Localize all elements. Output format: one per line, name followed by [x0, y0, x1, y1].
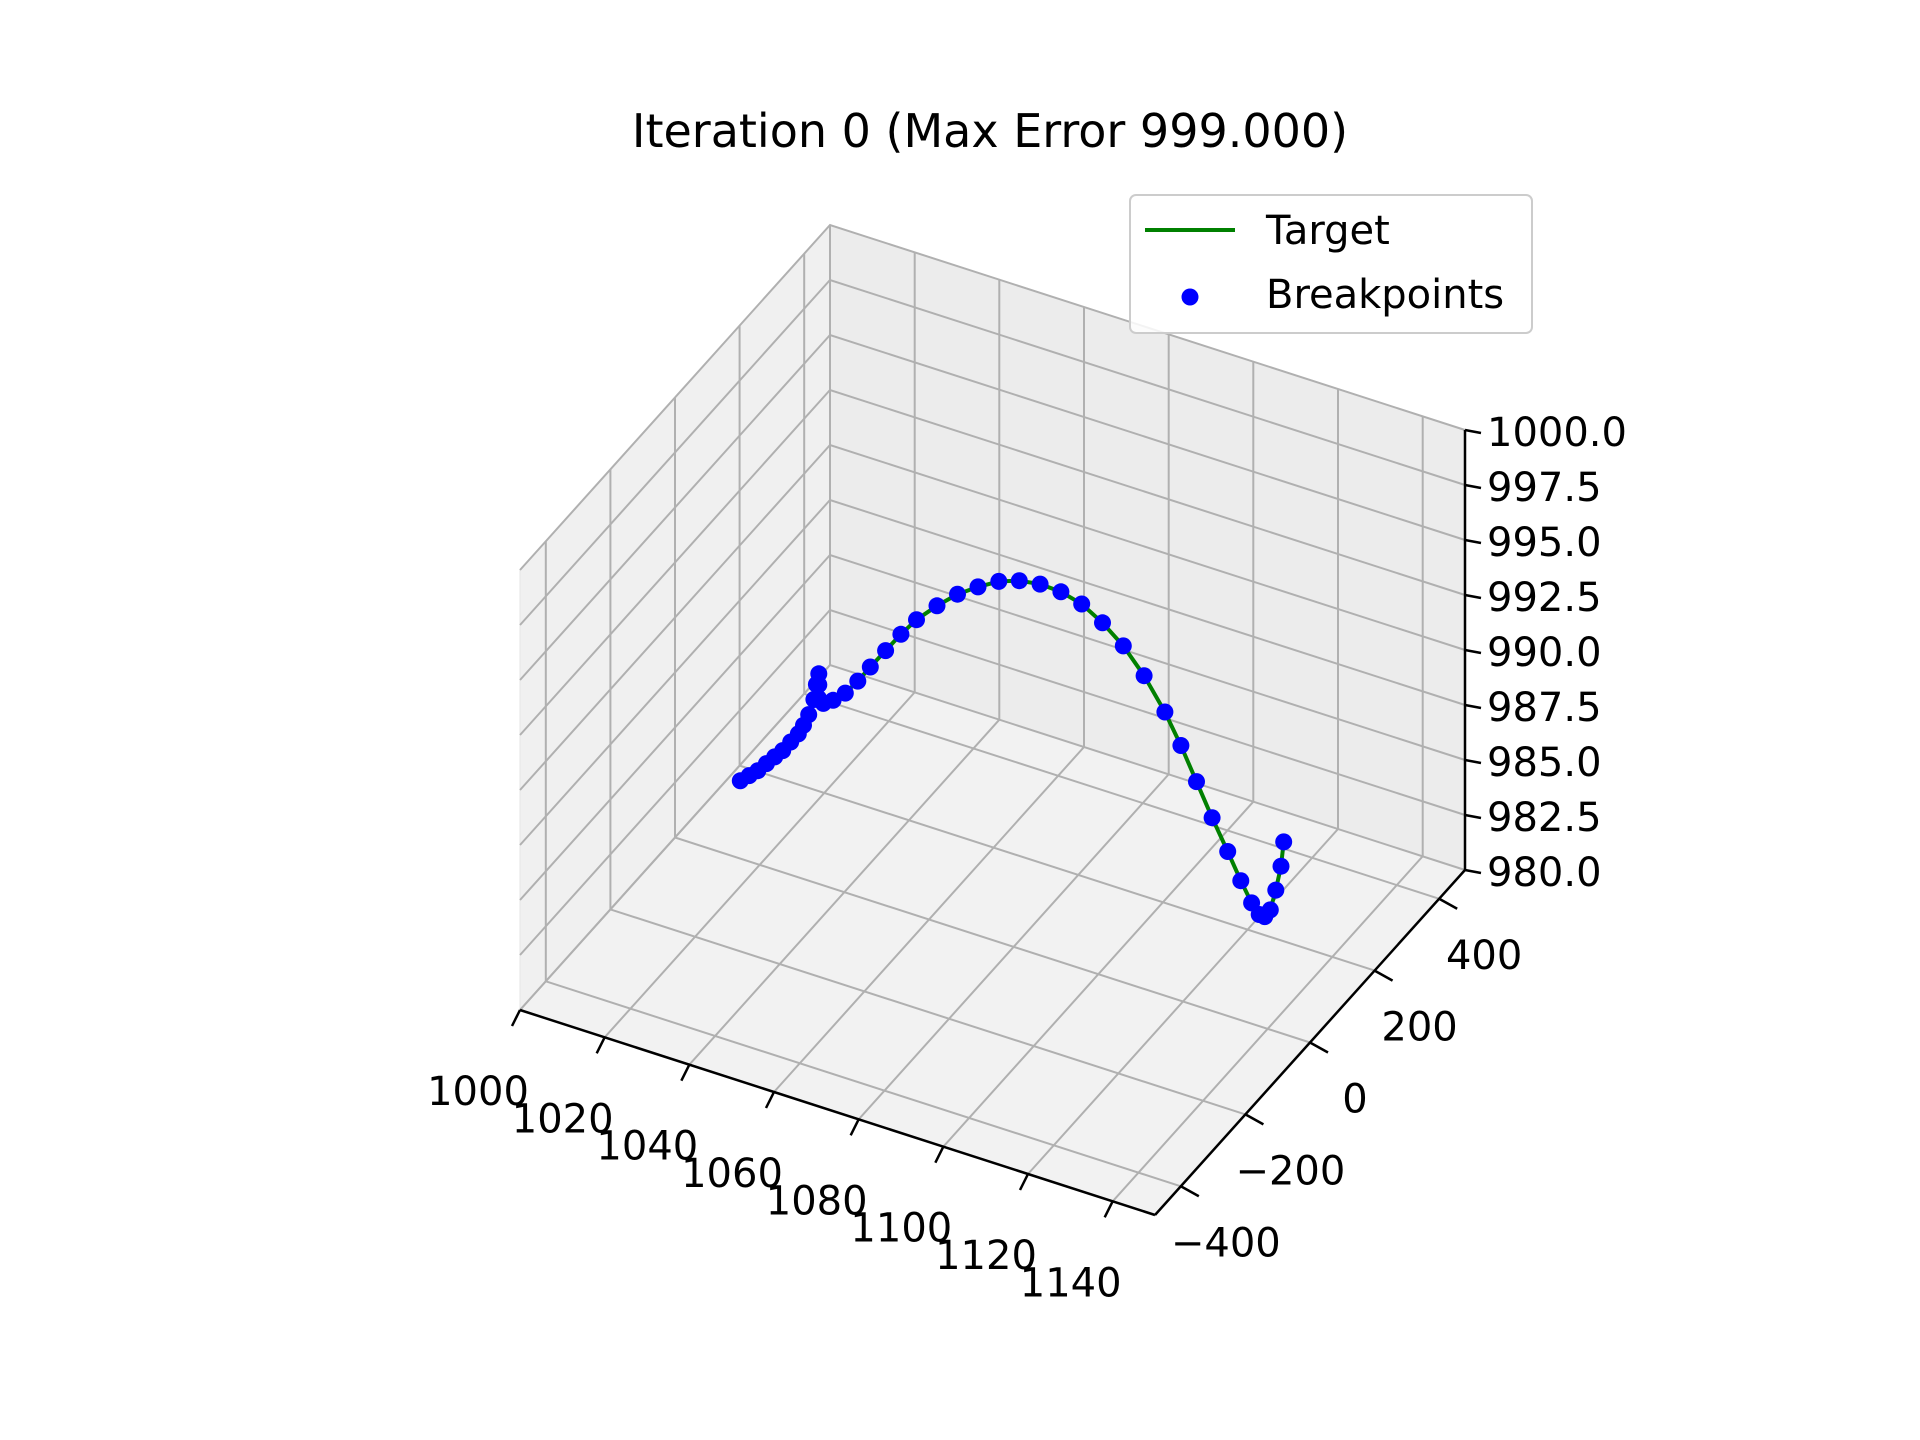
x-tick-label: 1140 — [1020, 1260, 1122, 1306]
breakpoint-marker — [1135, 667, 1153, 685]
y-tick-mark — [1309, 1041, 1329, 1054]
z-tick-label: 982.5 — [1487, 795, 1602, 841]
z-tick-label: 992.5 — [1487, 575, 1602, 621]
x-tick-label: 1100 — [850, 1206, 952, 1252]
z-tick-label: 980.0 — [1487, 850, 1602, 896]
breakpoint-marker — [892, 625, 910, 643]
breakpoint-marker — [928, 597, 946, 615]
breakpoint-marker — [969, 578, 987, 596]
grid-line-z — [519, 223, 1466, 571]
x-tick-label: 1000 — [427, 1069, 529, 1115]
breakpoint-marker — [1267, 881, 1285, 899]
breakpoint-marker — [949, 585, 966, 603]
axis-panes — [519, 223, 1466, 1216]
z-tick-label: 990.0 — [1487, 630, 1602, 676]
z-tick-mark — [1464, 758, 1482, 765]
breakpoint-marker — [849, 672, 867, 690]
z-tick-label: 987.5 — [1487, 685, 1602, 731]
breakpoint-marker — [1094, 614, 1111, 632]
breakpoint-marker — [908, 611, 925, 629]
z-tick-mark — [1464, 483, 1482, 490]
breakpoint-marker — [1010, 572, 1028, 590]
y-tick-label: 0 — [1342, 1077, 1367, 1123]
z-tick-mark — [1464, 703, 1482, 710]
breakpoint-marker — [810, 676, 828, 694]
breakpoint-marker — [1275, 833, 1293, 851]
grid-line-z — [519, 443, 1466, 791]
grid-line-z — [519, 553, 1466, 901]
breakpoint-marker — [877, 642, 895, 660]
legend-label: Target — [1265, 208, 1390, 254]
y-tick-mark — [1244, 1113, 1265, 1126]
grid-line-z — [519, 498, 1466, 846]
z-tick-mark — [1464, 428, 1482, 435]
breakpoint-marker — [1172, 737, 1190, 754]
breakpoint-marker — [1073, 595, 1091, 613]
y-tick-label: −200 — [1235, 1148, 1345, 1194]
breakpoint-marker — [1188, 773, 1205, 791]
chart-title: Iteration 0 (Max Error 999.000) — [632, 104, 1348, 158]
z-tick-label: 995.0 — [1487, 520, 1602, 566]
breakpoint-marker — [990, 572, 1008, 590]
z-tick-mark — [1464, 813, 1482, 820]
x-tick-label: 1060 — [681, 1151, 783, 1197]
y-tick-mark — [1373, 969, 1394, 982]
x-tick-mark — [934, 1146, 945, 1164]
legend-swatch-marker — [1181, 288, 1199, 306]
y-tick-label: 200 — [1381, 1005, 1457, 1051]
breakpoint-marker — [1052, 583, 1070, 601]
x-tick-mark — [849, 1118, 860, 1136]
breakpoint-marker — [1261, 901, 1279, 919]
x-tick-mark — [680, 1064, 691, 1082]
y-tick-mark — [1180, 1185, 1200, 1198]
breakpoint-marker — [1031, 575, 1049, 593]
x-tick-label: 1080 — [766, 1178, 868, 1224]
z-tick-label: 997.5 — [1487, 465, 1602, 511]
x-tick-mark — [1103, 1200, 1114, 1218]
z-tick-mark — [1464, 538, 1482, 545]
breakpoint-marker — [1232, 872, 1250, 890]
x-tick-label: 1020 — [512, 1096, 614, 1142]
grid-line-z — [519, 608, 1466, 956]
y-tick-label: 400 — [1446, 933, 1522, 979]
grid-line-z — [519, 278, 1466, 626]
grid-line-z — [519, 388, 1466, 736]
x-tick-mark — [764, 1091, 776, 1109]
breakpoint-marker — [861, 658, 879, 676]
breakpoint-marker — [1203, 809, 1221, 827]
legend-label: Breakpoints — [1266, 272, 1504, 318]
grid-lines — [519, 223, 1466, 1202]
breakpoint-marker — [836, 684, 854, 702]
breakpoint-marker — [1114, 637, 1132, 655]
z-tick-mark — [1464, 648, 1482, 655]
plot-area — [731, 572, 1293, 926]
z-tick-mark — [1464, 868, 1482, 875]
grid-line-z — [519, 333, 1466, 681]
breakpoint-marker — [1219, 843, 1237, 860]
z-tick-label: 985.0 — [1487, 740, 1602, 786]
x-tick-mark — [595, 1036, 606, 1054]
x-tick-label: 1040 — [596, 1124, 698, 1170]
breakpoint-marker — [1156, 703, 1174, 721]
x-tick-mark — [510, 1009, 522, 1027]
breakpoint-marker — [1272, 857, 1290, 875]
breakpoint-marker — [800, 706, 818, 724]
grid-line-z — [519, 663, 1466, 1011]
x-tick-mark — [1018, 1173, 1030, 1191]
legend: Target Breakpoints — [1129, 194, 1533, 334]
z-tick-label: 1000.0 — [1487, 410, 1627, 456]
y-tick-mark — [1438, 897, 1458, 910]
x-tick-label: 1120 — [935, 1233, 1037, 1279]
x-axis-line — [519, 1008, 1156, 1217]
y-tick-label: −400 — [1171, 1220, 1281, 1266]
z-tick-mark — [1464, 593, 1482, 600]
